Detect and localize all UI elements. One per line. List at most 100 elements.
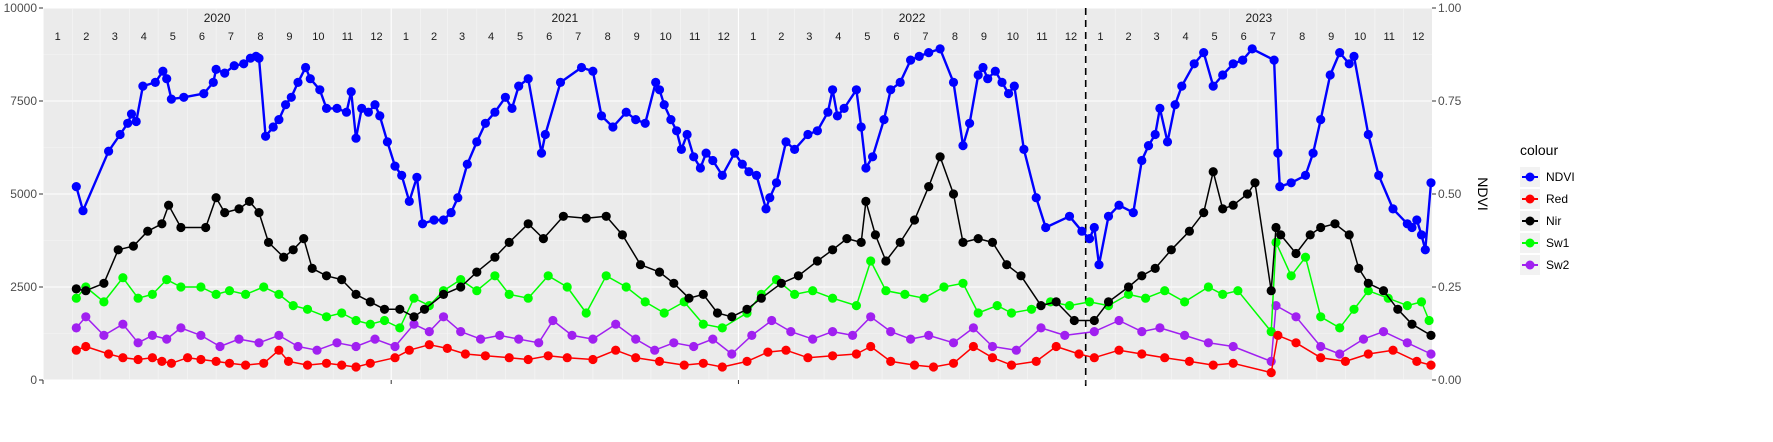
data-point-ndvi [1208,81,1218,91]
month-label: 7 [228,31,234,43]
data-point-sw1 [1006,308,1017,318]
data-point-nir [1271,222,1281,233]
month-label: 3 [806,31,812,43]
data-point-nir [727,312,737,322]
data-point-ndvi [965,118,975,128]
data-point-nir [351,289,361,299]
data-point-nir [635,260,646,270]
data-point-ndvi [1374,170,1384,180]
data-point-sw2 [293,341,303,352]
data-point-nir [164,200,174,210]
data-point-red [562,353,572,363]
data-point-nir [654,267,665,277]
data-point-sw1 [543,271,553,281]
data-point-sw1 [337,308,347,318]
data-point-ndvi [701,148,711,158]
data-point-red [390,353,400,363]
data-point-ndvi [418,219,428,229]
data-point-ndvi [305,74,315,84]
data-point-red [460,349,470,359]
data-point-sw2 [747,330,757,340]
data-point-nir [288,245,298,255]
data-point-nir [1344,230,1354,240]
month-label: 7 [1270,31,1276,43]
data-point-sw2 [808,334,818,344]
data-point-ndvi [781,137,791,147]
data-point-red [1074,349,1084,359]
data-point-sw2 [588,334,598,344]
y-tick-label-right: 0.50 [1438,187,1462,201]
data-point-sw2 [1426,349,1436,359]
data-point-ndvi [672,126,682,136]
data-point-nir [776,278,786,288]
data-point-ndvi [1426,178,1436,188]
data-point-nir [756,293,766,303]
data-point-ndvi [281,100,291,110]
data-point-ndvi [958,141,968,151]
data-point-ndvi [1162,137,1173,147]
data-point-red [351,362,361,372]
month-label: 4 [488,31,494,43]
data-point-nir [1218,204,1228,214]
data-point-ndvi [1094,260,1104,270]
data-point-ndvi [229,61,239,71]
data-point-ndvi [131,116,141,127]
data-point-sw2 [215,341,225,352]
data-point-ndvi [166,94,176,104]
data-point-ndvi [717,170,727,180]
data-point-ndvi [823,107,833,117]
year-label: 2022 [899,11,926,25]
data-point-ndvi [71,182,81,192]
year-label: 2023 [1245,11,1272,25]
data-point-sw1 [1316,312,1326,322]
month-label: 5 [170,31,176,43]
data-point-sw2 [1203,338,1213,348]
data-point-ndvi [261,131,271,141]
data-point-ndvi [179,92,189,102]
month-label: 2 [1125,31,1131,43]
data-point-nir [669,278,679,288]
data-point-nir [1069,315,1079,326]
data-point-red [404,345,414,355]
data-point-ndvi [500,92,510,102]
data-point-red [283,356,294,366]
data-point-red [259,358,269,368]
legend-item-sw1: Sw1 [1520,233,1570,253]
data-point-ndvi [1269,55,1279,65]
data-point-ndvi [315,85,325,95]
data-point-nir [1363,278,1373,288]
month-label: 7 [575,31,581,43]
data-point-sw1 [973,308,983,318]
month-label: 12 [370,31,382,43]
legend-key-point [1525,194,1535,204]
data-point-ndvi [1308,148,1318,158]
month-label: 10 [1007,31,1019,43]
data-point-ndvi [576,62,587,73]
data-point-nir [456,282,466,292]
data-point-red [654,356,665,366]
legend-key-point [1525,172,1535,182]
data-point-sw2 [866,312,876,322]
data-point-sw2 [727,349,737,359]
data-point-red [1291,338,1301,348]
data-point-nir [299,234,309,244]
data-point-red [1031,356,1041,366]
data-point-red [71,345,81,355]
data-point-red [1388,345,1398,355]
data-point-ndvi [990,66,1000,76]
data-point-sw1 [379,315,390,326]
data-point-sw2 [409,319,419,329]
data-point-sw1 [581,308,591,318]
legend-key-point [1525,216,1535,226]
month-label: 3 [112,31,118,43]
data-point-nir [201,222,211,233]
month-label: 6 [199,31,205,43]
data-point-ndvi [730,148,740,158]
data-point-sw1 [958,278,968,288]
data-point-nir [742,304,752,314]
data-point-red [166,358,176,368]
data-point-red [1228,358,1238,368]
data-point-ndvi [1150,129,1160,140]
legend-key-point [1525,238,1535,248]
y-tick-label-right: 0.25 [1438,280,1462,294]
